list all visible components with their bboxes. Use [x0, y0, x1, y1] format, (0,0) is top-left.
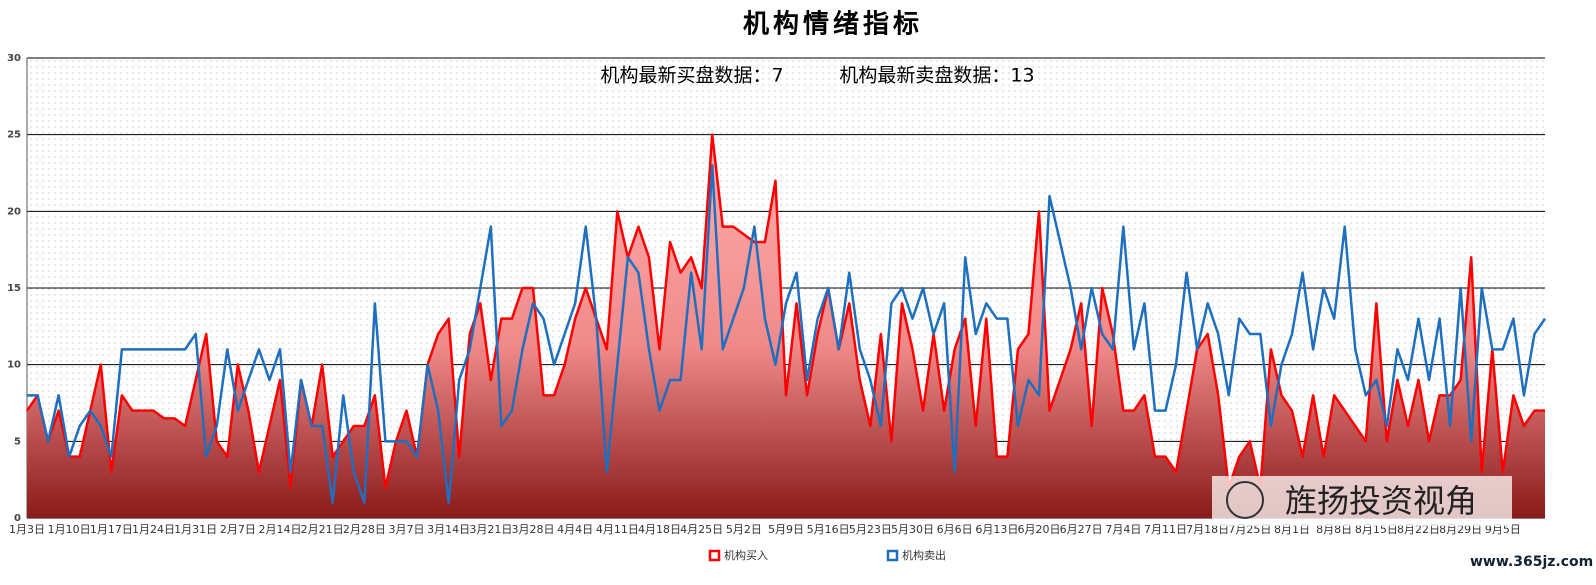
y-tick-label: 20 [7, 206, 21, 217]
x-tick-label: 5月30日 [891, 523, 934, 536]
x-tick-label: 1月17日 [90, 523, 133, 536]
x-tick-label: 8月29日 [1439, 523, 1482, 536]
watermark-url: www.365jz.com [1470, 554, 1593, 570]
x-tick-label: 6月13日 [975, 523, 1018, 536]
x-tick-label: 4月11日 [596, 523, 639, 536]
x-tick-label: 6月6日 [937, 523, 973, 536]
x-tick-label: 7月18日 [1186, 523, 1229, 536]
x-tick-label: 7月11日 [1144, 523, 1187, 536]
y-tick-label: 30 [7, 53, 21, 64]
y-tick-label: 5 [14, 436, 21, 447]
x-tick-label: 8月1日 [1274, 523, 1310, 536]
y-tick-label: 25 [7, 130, 21, 141]
x-tick-label: 1月31日 [174, 523, 217, 536]
line [27, 164, 1547, 504]
x-tick-label: 8月15日 [1355, 523, 1398, 536]
subtitle: 机构最新卖盘数据：13 [839, 65, 1034, 87]
x-tick-label: 5月23日 [849, 523, 892, 536]
legend-label: 机构买入 [724, 548, 768, 562]
x-tick-label: 8月22日 [1397, 523, 1440, 536]
x-tick-label: 3月28日 [512, 523, 555, 536]
x-tick-label: 3月7日 [389, 523, 425, 536]
x-tick-label: 6月20日 [1018, 523, 1061, 536]
x-tick-label: 5月9日 [768, 523, 804, 536]
y-tick-label: 15 [7, 283, 21, 294]
y-tick-label: 10 [7, 360, 21, 371]
x-tick-label: 4月4日 [557, 523, 593, 536]
x-tick-label: 4月18日 [638, 523, 681, 536]
x-tick-label: 7月25日 [1228, 523, 1271, 536]
x-tick-label: 3月21日 [469, 523, 512, 536]
legend-label: 机构卖出 [902, 548, 946, 562]
x-tick-label: 1月24日 [132, 523, 175, 536]
watermark: 旌扬投资视角 [1285, 482, 1477, 520]
x-tick-label: 1月3日 [9, 523, 45, 536]
x-tick-label: 9月5日 [1485, 523, 1521, 536]
x-tick-label: 8月8日 [1316, 523, 1352, 536]
x-tick-label: 1月10日 [48, 523, 91, 536]
x-tick-label: 4月25日 [680, 523, 723, 536]
area [27, 134, 1545, 518]
x-tick-label: 6月27日 [1060, 523, 1103, 536]
x-tick-label: 7月4日 [1105, 523, 1141, 536]
x-tick-label: 3月14日 [427, 523, 470, 536]
x-tick-label: 2月28日 [343, 523, 386, 536]
legend-swatch [708, 549, 721, 562]
x-tick-label: 5月2日 [726, 523, 762, 536]
x-tick-label: 2月14日 [259, 523, 302, 536]
watermark-icon [1226, 481, 1264, 519]
x-tick-label: 2月21日 [301, 523, 344, 536]
x-tick-label: 2月7日 [220, 523, 256, 536]
y-tick-label: 0 [14, 513, 21, 524]
legend-swatch [886, 549, 899, 562]
subtitle: 机构最新买盘数据：7 [600, 65, 783, 87]
line [25, 133, 1545, 489]
chart-title: 机构情绪指标 [743, 9, 923, 40]
x-tick-label: 5月16日 [807, 523, 850, 536]
